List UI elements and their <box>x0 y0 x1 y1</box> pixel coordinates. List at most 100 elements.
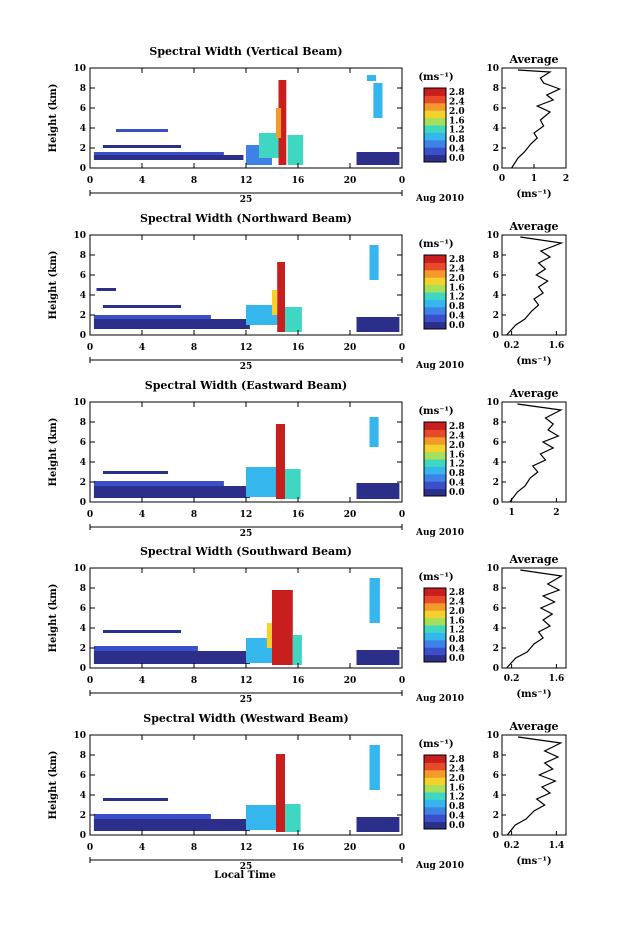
colorbar-tick-label: 1.6 <box>449 450 465 460</box>
y-tick-label: 6 <box>80 771 86 781</box>
y-tick-label: 10 <box>73 231 86 241</box>
colorbar-swatch <box>424 762 446 771</box>
colorbar-swatch <box>424 269 446 278</box>
colorbar-tick-label: 0.8 <box>449 469 465 479</box>
panel-1: Spectral Width (Vertical Beam) Height (km… <box>48 45 569 205</box>
y-tick-label: 10 <box>73 64 86 74</box>
heatmap-cell <box>266 623 272 648</box>
day-label: 25 <box>240 195 253 205</box>
heatmap-cell <box>246 467 279 497</box>
profile-frame <box>501 234 567 336</box>
colorbar-swatch <box>424 588 446 596</box>
colorbar-swatch <box>424 639 446 648</box>
heatmap-cell <box>93 819 250 831</box>
profile-y-tick-label: 6 <box>493 438 499 448</box>
x-tick-label: 16 <box>292 343 305 353</box>
x-tick-label: 12 <box>240 843 253 853</box>
profile-y-tick-label: 10 <box>486 64 499 74</box>
y-tick-label: 4 <box>80 624 86 634</box>
x-tick-label: 4 <box>139 176 145 186</box>
y-tick-label: 8 <box>80 84 86 94</box>
profile-frame <box>501 67 567 169</box>
profile-title: Average <box>508 220 558 233</box>
colorbar-swatch <box>424 321 446 330</box>
colorbar-swatch <box>424 488 446 497</box>
profile-y-tick-label: 8 <box>493 751 499 761</box>
colorbar-swatch <box>424 436 446 445</box>
colorbar-tick-label: 2.4 <box>449 431 465 441</box>
y-tick-label: 2 <box>80 811 86 821</box>
heatmap-cells <box>93 75 400 165</box>
colorbar-tick-label: 2.0 <box>449 441 465 451</box>
profile-x-tick-label: 1 <box>531 174 537 184</box>
colorbar-swatch <box>424 481 446 490</box>
y-tick-label: 10 <box>73 731 86 741</box>
colorbar-swatch <box>424 821 446 830</box>
colorbar-swatch <box>424 459 446 467</box>
profile-xlabel: (ms⁻¹) <box>516 689 551 700</box>
x-tick-label: 0 <box>87 343 93 353</box>
x-tick-label: 0 <box>399 176 405 186</box>
day-label: 25 <box>240 695 253 705</box>
y-tick-label: 10 <box>73 398 86 408</box>
heatmap-cell <box>278 80 287 165</box>
profile-line <box>509 403 563 503</box>
colorbar-swatch <box>424 595 446 604</box>
profile-y-tick-label: 6 <box>493 771 499 781</box>
colorbar-tick-label: 2.0 <box>449 607 465 617</box>
y-tick-label: 2 <box>80 478 86 488</box>
date-label: Aug 2010 <box>415 361 464 371</box>
y-tick-label: 8 <box>80 584 86 594</box>
colorbar-tick-label: 1.2 <box>449 626 465 636</box>
colorbar-swatch <box>424 799 446 808</box>
y-tick-label: 0 <box>80 164 86 174</box>
profile-line <box>506 236 564 336</box>
heatmap-cell <box>103 798 168 801</box>
x-tick-label: 12 <box>240 676 253 686</box>
colorbar-tick-label: 2.0 <box>449 774 465 784</box>
colorbar-swatch <box>424 284 446 293</box>
colorbar-swatch <box>424 125 446 133</box>
colorbar-tick-label: 1.2 <box>449 126 465 136</box>
y-axis-label: Height (km) <box>48 84 59 153</box>
y-tick-label: 4 <box>80 291 86 301</box>
heatmap-cell <box>292 635 302 665</box>
heatmap-cell <box>369 745 380 790</box>
profile-title: Average <box>508 53 558 66</box>
profile-xlabel: (ms⁻¹) <box>516 356 551 367</box>
colorbar-swatch <box>424 262 446 271</box>
heatmap-cell <box>275 754 285 832</box>
colorbar-tick-label: 1.2 <box>449 793 465 803</box>
date-label: Aug 2010 <box>415 694 464 704</box>
colorbar-swatch <box>424 429 446 438</box>
profile-y-tick-label: 0 <box>493 498 499 508</box>
x-tick-label: 8 <box>191 676 197 686</box>
colorbar-frame <box>423 254 447 330</box>
day-label: 25 <box>240 362 253 372</box>
heatmap-cell <box>246 805 276 830</box>
profile-y-tick-label: 2 <box>493 311 499 321</box>
colorbar-unit: (ms⁻¹) <box>418 739 453 750</box>
x-tick-label: 4 <box>139 510 145 520</box>
x-tick-label: 20 <box>344 176 357 186</box>
colorbar-tick-label: 0.4 <box>449 312 465 322</box>
heatmap-cell <box>272 590 293 665</box>
profile-xlabel: (ms⁻¹) <box>516 856 551 867</box>
x-tick-label: 12 <box>240 176 253 186</box>
heatmap-cell <box>275 424 285 499</box>
colorbar-swatch <box>424 647 446 656</box>
colorbar-tick-label: 1.2 <box>449 460 465 470</box>
panel-5: Spectral Width (Westward Beam) Height (km… <box>48 712 567 872</box>
colorbar-swatch <box>424 769 446 778</box>
panel-title: Spectral Width (Southward Beam) <box>140 545 352 558</box>
y-axis-label: Height (km) <box>48 418 59 487</box>
x-tick-label: 0 <box>399 843 405 853</box>
x-tick-label: 0 <box>87 843 93 853</box>
profile-y-tick-label: 0 <box>493 831 499 841</box>
x-tick-label: 0 <box>87 176 93 186</box>
colorbar-swatch <box>424 451 446 460</box>
y-tick-label: 6 <box>80 438 86 448</box>
colorbar-tick-label: 0.8 <box>449 635 465 645</box>
colorbar-unit: (ms⁻¹) <box>418 239 453 250</box>
colorbar-tick-label: 1.6 <box>449 116 465 126</box>
